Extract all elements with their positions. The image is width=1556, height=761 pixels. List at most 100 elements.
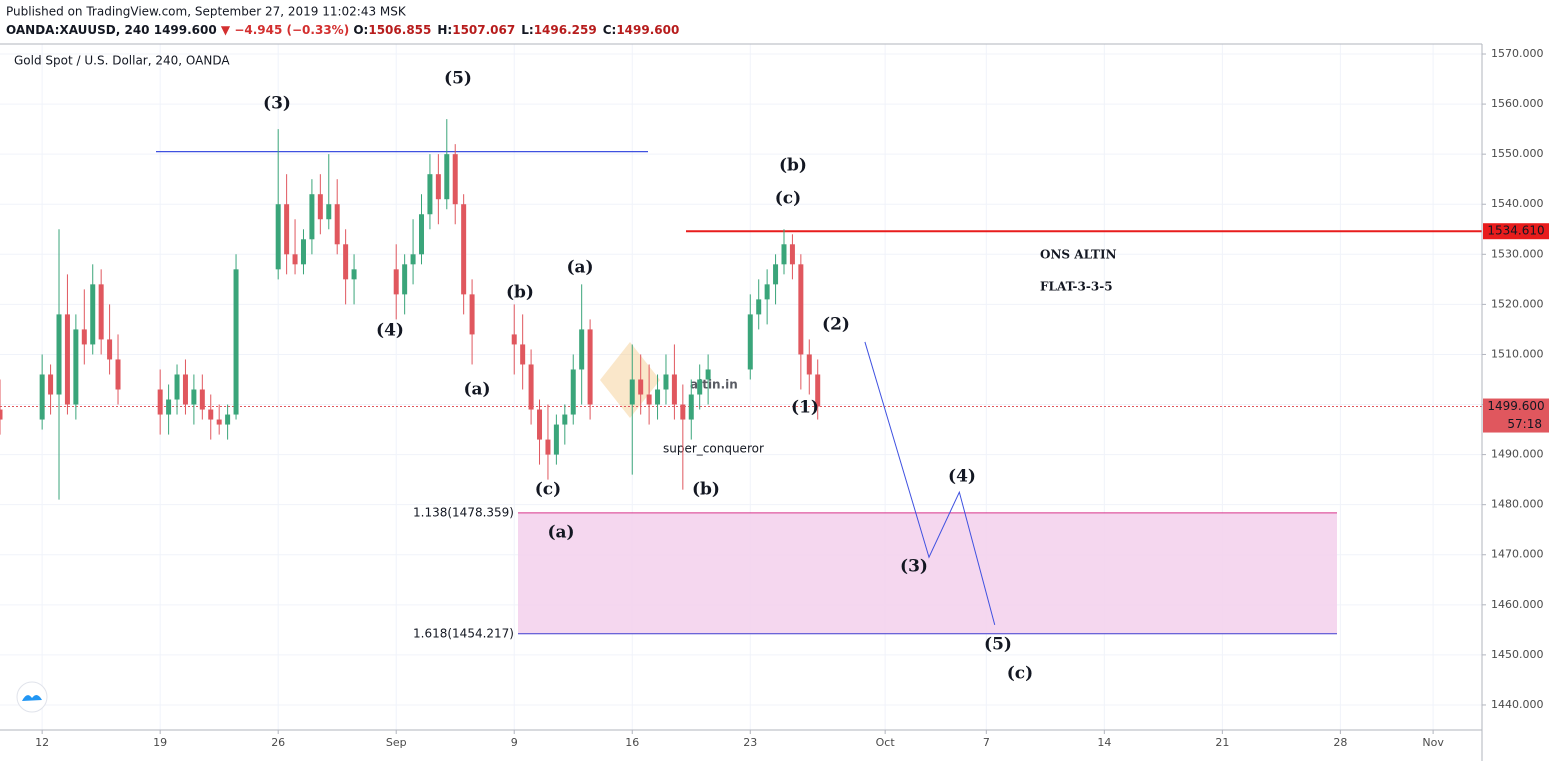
wave-label: (4) (376, 321, 404, 341)
candle-body (292, 254, 298, 265)
x-tick-label: 26 (271, 736, 285, 749)
fib-zone (518, 512, 1337, 634)
candle-body (98, 284, 104, 340)
candle-body (655, 389, 661, 405)
note: ONS ALTIN (1040, 248, 1117, 262)
candle-body (435, 174, 441, 200)
change: ▼ −4.945 (−0.33%) (221, 23, 349, 37)
wave-label: (5) (984, 635, 1012, 655)
x-tick-label: 16 (625, 736, 639, 749)
candle-body (81, 329, 87, 345)
x-tick-label: Nov (1422, 736, 1444, 749)
candle-body (764, 284, 770, 300)
fib-label: 1.138(1478.359) (413, 505, 514, 519)
level-label-box (1483, 223, 1549, 240)
wave-label: (c) (1007, 664, 1033, 684)
y-tick-label: 1470.000 (1491, 548, 1544, 561)
quote: O:1506.855 H:1507.067 L:1496.259 C:1499.600 (353, 23, 679, 37)
x-tick-label: 28 (1333, 736, 1347, 749)
wave-label: (4) (948, 467, 976, 487)
candle-body (402, 264, 408, 295)
candle-body (806, 354, 812, 375)
candle-body (579, 329, 585, 370)
candle-body (199, 389, 205, 410)
wave-label: (c) (775, 189, 801, 209)
tv-logo[interactable] (16, 681, 48, 713)
candle-body (680, 404, 686, 420)
published: Published on TradingView.com, September … (6, 5, 407, 19)
projection (864, 341, 996, 625)
wave-label: (3) (263, 94, 291, 114)
candle-body (545, 439, 551, 455)
candle-body (56, 314, 62, 395)
y-tick-label: 1480.000 (1491, 498, 1544, 511)
candle-body (275, 204, 281, 270)
candle-body (537, 409, 543, 440)
symbol: OANDA:XAUUSD, 240 (6, 23, 150, 37)
candle-body (64, 314, 70, 405)
candle-body (469, 294, 475, 335)
x-tick-label: 21 (1215, 736, 1229, 749)
candle-body (351, 269, 357, 280)
candle-body (208, 409, 214, 420)
candle-body (182, 374, 188, 405)
chart-title: Gold Spot / U.S. Dollar, 240, OANDA (14, 54, 230, 68)
candle-body (781, 244, 787, 265)
candle-body (444, 154, 450, 200)
fib-label: 1.618(1454.217) (413, 626, 514, 640)
candle-body (191, 389, 197, 405)
wave-label: (3) (900, 557, 928, 577)
quote-label: H: (437, 23, 452, 37)
candle-body (452, 154, 458, 205)
y-tick-label: 1530.000 (1491, 247, 1544, 260)
candle-body (166, 399, 172, 415)
candle-body (90, 284, 96, 345)
wave-label: (5) (444, 69, 472, 89)
candle-body (334, 204, 340, 245)
candle-body (419, 214, 425, 255)
candle-body (309, 194, 315, 240)
candle-body (511, 334, 517, 345)
quote-value: 1496.259 (534, 23, 597, 37)
candle-body (393, 269, 399, 295)
candle-body (174, 374, 180, 400)
candle-body (798, 264, 804, 355)
tv-logo-icon (22, 694, 42, 701)
candle-body (646, 394, 652, 405)
wave-label: (b) (506, 283, 534, 303)
candle-body (562, 414, 568, 425)
quote-label: C: (603, 23, 617, 37)
candle-body (39, 374, 45, 420)
candle-body (107, 339, 113, 360)
candle-body (326, 204, 332, 220)
note: FLAT-3-3-5 (1040, 280, 1113, 294)
candle-body (0, 409, 3, 420)
x-tick-label: 12 (35, 736, 49, 749)
wave-label: (a) (566, 258, 593, 278)
candle-body (461, 204, 467, 295)
candle-body (705, 369, 711, 380)
candle-body (343, 244, 349, 280)
countdown: 57:18 (1507, 417, 1542, 431)
candle-body (553, 424, 559, 455)
candle-body (317, 194, 323, 220)
candle-body (284, 204, 290, 255)
candle-body (157, 389, 163, 415)
candle-body (570, 369, 576, 415)
watermark-user: super_conqueror (663, 442, 764, 456)
y-tick-label: 1450.000 (1491, 648, 1544, 661)
candle-body (756, 299, 762, 315)
candle-body (697, 379, 703, 395)
candle-body (815, 374, 821, 407)
candle-body (410, 254, 416, 265)
y-tick-label: 1520.000 (1491, 297, 1544, 310)
wave-label: (2) (822, 315, 850, 335)
candle-body (225, 414, 231, 425)
quote-label: L: (521, 23, 533, 37)
price-label-box (1483, 398, 1549, 433)
x-tick-label: 23 (743, 736, 757, 749)
candle-body (587, 329, 593, 405)
x-tick-label: Oct (876, 736, 896, 749)
candle-body (663, 374, 669, 390)
